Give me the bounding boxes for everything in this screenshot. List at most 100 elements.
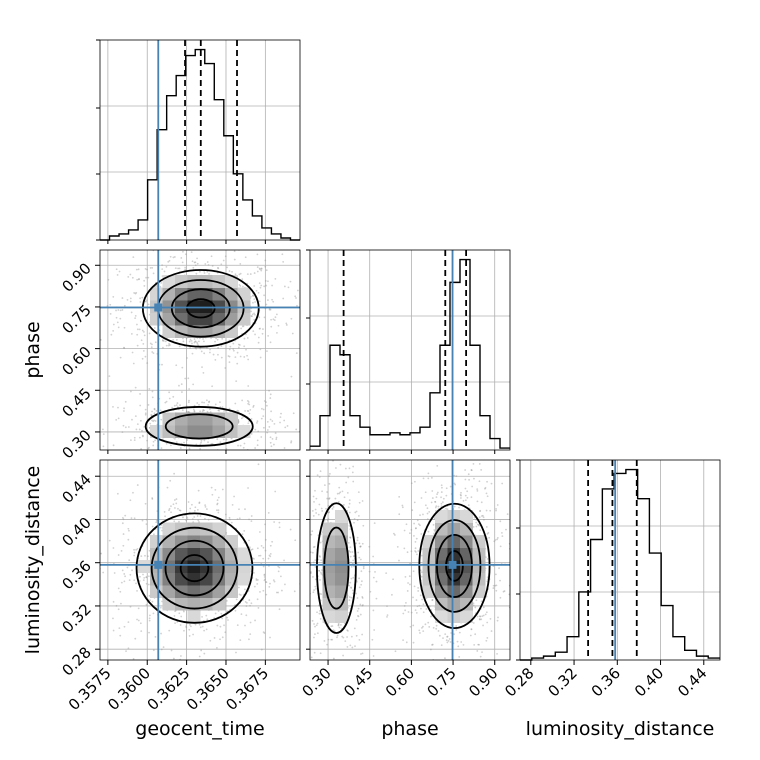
sample-point: [117, 608, 120, 611]
sample-point: [431, 643, 434, 646]
sample-point: [139, 575, 141, 578]
sample-point: [429, 615, 432, 618]
sample-point: [180, 655, 182, 657]
sample-point: [220, 466, 222, 468]
sample-point: [161, 363, 163, 366]
density-cell: [435, 535, 448, 548]
sample-point: [189, 338, 192, 341]
sample-point: [346, 636, 348, 638]
density-cell: [200, 425, 213, 438]
sample-point: [353, 565, 355, 568]
sample-point: [424, 491, 427, 494]
sample-point: [339, 491, 342, 494]
sample-point: [216, 509, 218, 512]
sample-point: [199, 347, 202, 350]
sample-point: [424, 504, 427, 507]
sample-point: [151, 419, 153, 422]
sample-point: [109, 312, 112, 315]
sample-point: [94, 440, 96, 442]
sample-point: [181, 391, 183, 393]
density-cell: [175, 312, 188, 326]
density-cell: [162, 325, 176, 338]
density-cell: [472, 585, 486, 598]
panel-frame: [99, 459, 301, 661]
sample-point: [461, 671, 463, 673]
sample-point: [226, 245, 228, 247]
sample-point: [482, 614, 485, 617]
sample-point: [192, 633, 195, 636]
sample-point: [147, 403, 150, 406]
sample-point: [168, 342, 170, 345]
sample-point: [122, 544, 125, 547]
sample-point: [308, 543, 310, 545]
sample-point: [246, 409, 249, 412]
sample-point: [142, 435, 144, 438]
sample-point: [446, 508, 449, 511]
sample-point: [127, 527, 130, 530]
sample-point: [205, 399, 208, 402]
sample-point: [129, 273, 132, 276]
sample-point: [203, 652, 206, 655]
sample-point: [186, 439, 189, 441]
sample-point: [245, 614, 248, 617]
sample-point: [352, 465, 355, 468]
sample-point: [153, 327, 156, 329]
sample-point: [206, 261, 209, 263]
sample-point: [136, 484, 139, 486]
sample-point: [413, 480, 416, 483]
sample-point: [315, 497, 318, 500]
sample-point: [420, 575, 423, 578]
sample-point: [386, 615, 388, 618]
xtick-label-phase-4: 0.90: [465, 664, 501, 700]
sample-point: [203, 409, 205, 412]
density-cell: [447, 547, 461, 561]
sample-point: [250, 602, 253, 605]
sample-point: [352, 555, 355, 558]
sample-point: [201, 460, 203, 462]
density-cell: [435, 560, 448, 573]
sample-point: [129, 573, 132, 576]
sample-point: [148, 388, 151, 390]
sample-point: [485, 611, 488, 614]
sample-point: [213, 456, 215, 458]
sample-point: [239, 355, 242, 358]
sample-point: [372, 655, 375, 657]
sample-point: [178, 267, 181, 270]
sample-point: [373, 522, 376, 525]
sample-point: [412, 624, 415, 627]
sample-point: [354, 511, 357, 514]
sample-point: [128, 579, 131, 582]
sample-point: [215, 647, 218, 649]
sample-point: [252, 294, 255, 297]
sample-point: [168, 397, 171, 400]
sample-point: [314, 625, 316, 628]
sample-point: [137, 268, 140, 271]
sample-point: [431, 497, 434, 499]
sample-point: [269, 636, 271, 639]
sample-point: [239, 262, 242, 265]
density-cell: [200, 412, 213, 426]
sample-point: [444, 453, 446, 455]
sample-point: [148, 594, 151, 597]
sample-point: [476, 488, 479, 490]
sample-point: [174, 241, 176, 243]
sample-point: [295, 352, 298, 355]
sample-point: [139, 622, 142, 625]
sample-point: [368, 545, 371, 548]
sample-point: [348, 584, 350, 587]
sample-point: [121, 569, 124, 572]
sample-point: [263, 579, 266, 582]
sample-point: [265, 303, 268, 306]
sample-point: [177, 267, 179, 270]
sample-point: [267, 557, 270, 560]
sample-point: [259, 348, 262, 351]
contour-0-2: [164, 539, 225, 597]
density-cell: [460, 510, 473, 523]
sample-point: [232, 348, 235, 350]
sample-point: [319, 556, 321, 558]
sample-point: [420, 497, 423, 499]
sample-point: [182, 220, 184, 222]
sample-point: [357, 615, 360, 618]
scatter-panel-phase_vs_luminosity_distance: [308, 453, 511, 673]
